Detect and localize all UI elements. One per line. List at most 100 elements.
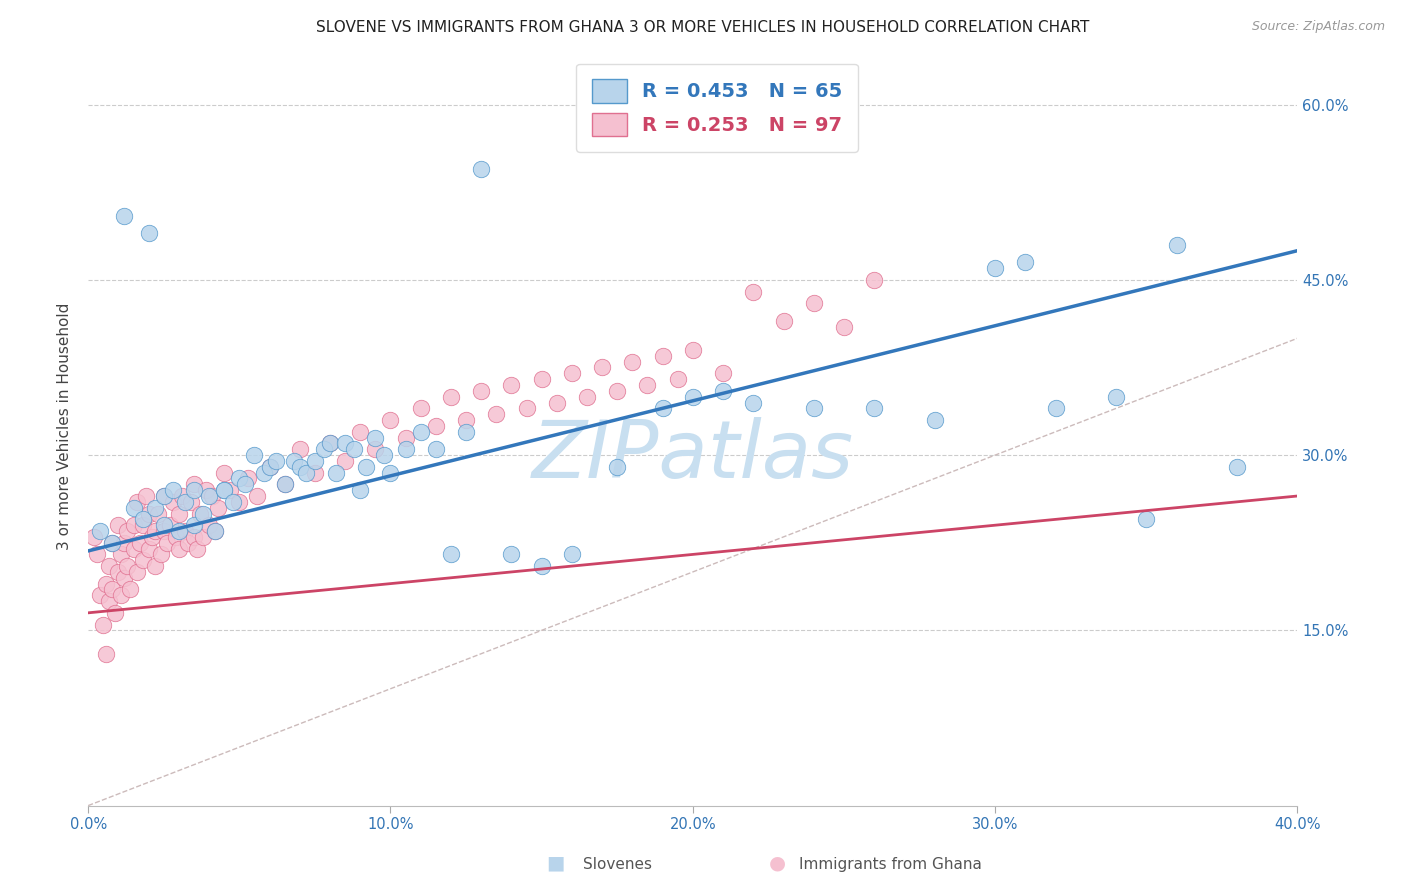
- Point: [228, 495, 250, 509]
- Point: [682, 390, 704, 404]
- Point: [222, 495, 245, 509]
- Point: [107, 518, 129, 533]
- Point: [89, 588, 111, 602]
- Point: [425, 442, 447, 457]
- Point: [380, 413, 402, 427]
- Point: [283, 454, 305, 468]
- Point: [131, 512, 153, 526]
- Point: [380, 466, 402, 480]
- Point: [772, 314, 794, 328]
- Point: [485, 407, 508, 421]
- Point: [288, 442, 311, 457]
- Point: [259, 459, 281, 474]
- Point: [159, 518, 181, 533]
- Point: [409, 425, 432, 439]
- Point: [183, 483, 205, 498]
- Point: [651, 401, 673, 416]
- Point: [711, 367, 734, 381]
- Point: [110, 548, 132, 562]
- Point: [122, 518, 145, 533]
- Point: [101, 535, 124, 549]
- Point: [606, 459, 628, 474]
- Text: ZIPatlas: ZIPatlas: [531, 417, 853, 495]
- Point: [470, 384, 492, 398]
- Point: [246, 489, 269, 503]
- Point: [742, 285, 765, 299]
- Point: [591, 360, 613, 375]
- Point: [117, 524, 139, 538]
- Point: [204, 524, 226, 538]
- Point: [228, 471, 250, 485]
- Point: [394, 431, 416, 445]
- Point: [561, 367, 583, 381]
- Point: [162, 495, 184, 509]
- Point: [343, 442, 366, 457]
- Point: [177, 535, 200, 549]
- Point: [138, 541, 160, 556]
- Point: [91, 617, 114, 632]
- Point: [152, 518, 174, 533]
- Point: [165, 530, 187, 544]
- Point: [666, 372, 689, 386]
- Y-axis label: 3 or more Vehicles in Household: 3 or more Vehicles in Household: [58, 302, 72, 549]
- Point: [201, 489, 224, 503]
- Point: [143, 559, 166, 574]
- Point: [114, 535, 136, 549]
- Point: [252, 466, 274, 480]
- Point: [114, 571, 136, 585]
- Point: [1166, 237, 1188, 252]
- Point: [180, 495, 202, 509]
- Point: [803, 296, 825, 310]
- Point: [373, 448, 395, 462]
- Point: [319, 436, 342, 450]
- Point: [575, 390, 598, 404]
- Point: [152, 489, 174, 503]
- Point: [394, 442, 416, 457]
- Point: [198, 489, 221, 503]
- Point: [101, 582, 124, 597]
- Point: [101, 535, 124, 549]
- Point: [198, 518, 221, 533]
- Text: Immigrants from Ghana: Immigrants from Ghana: [799, 857, 981, 872]
- Point: [131, 518, 153, 533]
- Point: [170, 489, 193, 503]
- Point: [135, 489, 157, 503]
- Point: [682, 343, 704, 357]
- Point: [711, 384, 734, 398]
- Point: [924, 413, 946, 427]
- Point: [1014, 255, 1036, 269]
- Point: [152, 489, 174, 503]
- Point: [304, 466, 326, 480]
- Point: [98, 594, 121, 608]
- Point: [167, 507, 190, 521]
- Point: [409, 401, 432, 416]
- Point: [195, 483, 218, 498]
- Point: [803, 401, 825, 416]
- Point: [114, 209, 136, 223]
- Point: [131, 553, 153, 567]
- Point: [156, 535, 179, 549]
- Legend: R = 0.453   N = 65, R = 0.253   N = 97: R = 0.453 N = 65, R = 0.253 N = 97: [576, 63, 858, 152]
- Text: ■: ■: [546, 854, 565, 872]
- Point: [349, 483, 371, 498]
- Point: [86, 548, 108, 562]
- Text: SLOVENE VS IMMIGRANTS FROM GHANA 3 OR MORE VEHICLES IN HOUSEHOLD CORRELATION CHA: SLOVENE VS IMMIGRANTS FROM GHANA 3 OR MO…: [316, 20, 1090, 35]
- Point: [188, 507, 211, 521]
- Point: [1105, 390, 1128, 404]
- Point: [273, 477, 295, 491]
- Point: [167, 541, 190, 556]
- Point: [356, 459, 378, 474]
- Point: [651, 349, 673, 363]
- Point: [125, 495, 148, 509]
- Point: [186, 541, 208, 556]
- Point: [621, 354, 644, 368]
- Point: [152, 524, 174, 538]
- Point: [183, 518, 205, 533]
- Point: [183, 530, 205, 544]
- Point: [333, 436, 356, 450]
- Point: [832, 319, 855, 334]
- Point: [243, 448, 266, 462]
- Point: [606, 384, 628, 398]
- Point: [259, 459, 281, 474]
- Point: [501, 378, 523, 392]
